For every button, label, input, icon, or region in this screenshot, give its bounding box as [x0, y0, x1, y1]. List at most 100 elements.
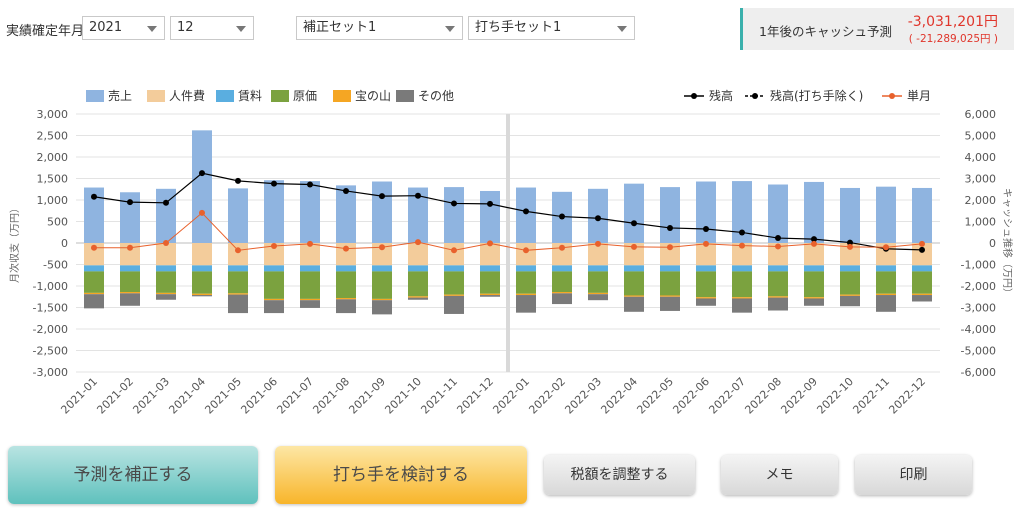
bar-cost — [588, 271, 608, 293]
y-axis-title: 月次収支（万円） — [8, 203, 21, 283]
bar-cost — [156, 271, 176, 293]
bar-cost — [804, 271, 824, 298]
bar-personnel — [552, 243, 572, 266]
bar-sales — [264, 180, 284, 243]
bar-sales — [840, 187, 860, 243]
bar-other — [588, 294, 608, 301]
bar-treasure — [912, 293, 932, 296]
year-select[interactable]: 2021 — [82, 16, 165, 40]
y2-tick-label: 2,000 — [965, 194, 997, 207]
balance-point — [919, 246, 925, 253]
chevron-down-icon — [617, 26, 627, 32]
bar-rent — [516, 265, 536, 272]
correction-set-select[interactable]: 補正セット1 — [296, 16, 463, 40]
bar-cost — [768, 271, 788, 297]
month-select[interactable]: 12 — [170, 16, 254, 40]
bar-sales — [516, 187, 536, 243]
consider-moves-button[interactable]: 打ち手を検討する — [275, 446, 527, 504]
legend-label: 単月 — [907, 89, 931, 103]
chevron-down-icon — [236, 26, 246, 32]
balance-point — [523, 208, 529, 215]
bar-cost — [516, 271, 536, 294]
bar-other — [192, 295, 212, 297]
month-value: 12 — [177, 20, 194, 35]
cash-forecast-label: 1年後のキャッシュ予測 — [759, 24, 892, 39]
move-set-select[interactable]: 打ち手セット1 — [468, 16, 635, 40]
bar-personnel — [516, 243, 536, 266]
balance-point — [487, 200, 493, 207]
bar-treasure — [516, 293, 536, 296]
bar-treasure — [408, 296, 428, 298]
bar-treasure — [300, 298, 320, 301]
balance-point — [235, 177, 241, 184]
monthly-point — [451, 247, 457, 254]
bar-other — [732, 298, 752, 313]
y-tick-label: -2,000 — [33, 323, 68, 336]
bar-personnel — [768, 243, 788, 266]
bar-rent — [120, 265, 140, 272]
y2-tick-label: 0 — [989, 237, 996, 250]
bar-treasure — [804, 297, 824, 299]
bar-personnel — [732, 243, 752, 266]
bar-personnel — [696, 243, 716, 266]
x-tick-label: 2022-02 — [526, 375, 568, 417]
bar-treasure — [732, 297, 752, 299]
bar-cost — [444, 271, 464, 295]
bar-rent — [444, 265, 464, 272]
balance-point — [451, 200, 457, 207]
monthly-point — [127, 244, 133, 251]
bar-other — [84, 294, 104, 309]
monthly-point — [883, 244, 889, 251]
bar-cost — [624, 271, 644, 296]
x-tick-label: 2021-01 — [58, 375, 100, 417]
bar-rent — [696, 265, 716, 272]
legend-swatch — [216, 90, 234, 102]
bar-treasure — [588, 292, 608, 295]
legend-label: 売上 — [108, 88, 132, 103]
bar-rent — [84, 265, 104, 272]
bar-other — [300, 300, 320, 308]
memo-button[interactable]: メモ — [721, 455, 838, 495]
y-tick-label: 500 — [47, 216, 68, 229]
bar-rent — [804, 265, 824, 272]
bar-rent — [156, 265, 176, 272]
bar-cost — [876, 271, 896, 294]
monthly-line — [94, 212, 923, 251]
monthly-point — [415, 239, 421, 246]
cash-forecast-value: -3,031,201円 — [907, 14, 998, 30]
bar-cost — [480, 271, 500, 294]
monthly-point — [379, 244, 385, 251]
monthly-point — [199, 209, 205, 216]
bar-treasure — [156, 292, 176, 295]
bar-treasure — [444, 294, 464, 296]
x-tick-label: 2022-01 — [490, 375, 532, 417]
x-tick-label: 2021-06 — [238, 375, 280, 417]
y-tick-label: 1,500 — [37, 173, 69, 186]
bar-rent — [840, 265, 860, 272]
y-tick-label: 1,000 — [37, 194, 69, 207]
legend-marker — [691, 93, 697, 99]
monthly-point — [91, 244, 97, 251]
adjust-tax-button[interactable]: 税額を調整する — [544, 455, 695, 495]
bar-personnel — [588, 243, 608, 266]
bar-sales — [372, 181, 392, 243]
bar-other — [480, 295, 500, 297]
chevron-down-icon — [147, 26, 157, 32]
bar-treasure — [840, 294, 860, 296]
bar-treasure — [660, 295, 680, 297]
y-tick-label: -1,500 — [33, 302, 68, 315]
legend-marker — [889, 93, 895, 99]
legend-swatch — [271, 90, 289, 102]
legend-swatch — [86, 90, 104, 102]
bar-treasure — [768, 296, 788, 298]
monthly-point — [847, 243, 853, 250]
bar-cost — [840, 271, 860, 295]
y2-tick-label: 4,000 — [965, 151, 997, 164]
bar-cost — [228, 271, 248, 294]
y-tick-label: 2,500 — [37, 130, 69, 143]
correct-forecast-button[interactable]: 予測を補正する — [8, 446, 258, 504]
print-button[interactable]: 印刷 — [855, 455, 972, 495]
legend-marker — [752, 93, 758, 99]
bar-other — [444, 295, 464, 314]
legend-label: その他 — [418, 89, 454, 103]
